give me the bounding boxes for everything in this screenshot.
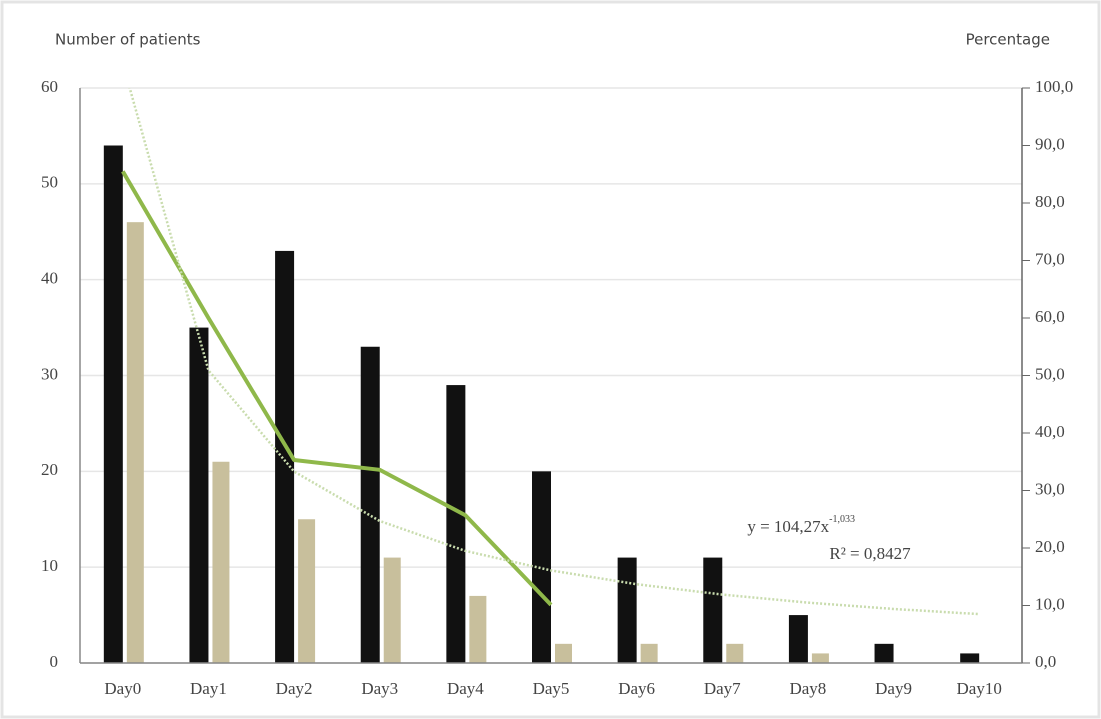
y-axis-label: Number of patients: [55, 31, 201, 49]
bar: [532, 471, 551, 663]
y-tick-label: 60: [41, 77, 58, 96]
y-tick-label: 0: [50, 652, 59, 671]
y-tick-label: 50: [41, 173, 58, 192]
bar: [726, 643, 744, 663]
bar: [874, 643, 894, 663]
y-tick-label: 20: [41, 460, 58, 479]
bar: [703, 557, 723, 663]
bar: [788, 615, 808, 663]
trend-equation: y = 104,27x-1,033: [747, 514, 855, 536]
bar: [617, 557, 637, 663]
y2-tick-label: 70,0: [1035, 249, 1065, 268]
y2-tick-label: 10,0: [1035, 594, 1065, 613]
x-tick-label: Day8: [789, 679, 826, 698]
x-tick-label: Day4: [447, 679, 484, 698]
y2-tick-label: 60,0: [1035, 307, 1065, 326]
line: [121, 170, 553, 607]
equation: y = 104,27x: [747, 517, 829, 536]
bar: [126, 222, 144, 663]
y2-tick-label: 20,0: [1035, 537, 1065, 556]
x-tick-label: Day7: [704, 679, 741, 698]
x-tick-label: Day3: [361, 679, 398, 698]
y2-tick-label: 0,0: [1035, 652, 1056, 671]
x-tick-label: Day9: [875, 679, 912, 698]
bar: [960, 653, 980, 663]
exponent: -1,033: [829, 514, 855, 525]
y-tick-label: 10: [41, 556, 58, 575]
x-tick-label: Day5: [533, 679, 570, 698]
trend-line: [128, 88, 980, 616]
bar: [360, 346, 380, 663]
x-tick-label: Day1: [190, 679, 227, 698]
bar: [103, 145, 123, 663]
y2-tick-label: 80,0: [1035, 192, 1065, 211]
bar: [811, 653, 829, 663]
y2-tick-label: 40,0: [1035, 422, 1065, 441]
r-squared: R² = 0,8427: [829, 544, 911, 563]
bar: [469, 595, 487, 663]
bar: [446, 385, 466, 663]
bar: [298, 519, 316, 663]
y-tick-label: 40: [41, 269, 58, 288]
y2-tick-label: 50,0: [1035, 364, 1065, 383]
y2-tick-label: 30,0: [1035, 479, 1065, 498]
y2-tick-label: 90,0: [1035, 134, 1065, 153]
bar: [383, 557, 401, 663]
bar: [189, 327, 209, 663]
bar: [640, 643, 658, 663]
bar: [275, 250, 295, 663]
bar: [212, 461, 230, 663]
x-tick-label: Day6: [618, 679, 655, 698]
x-tick-label: Day10: [957, 679, 1002, 698]
bar: [555, 643, 572, 663]
y2-tick-label: 100,0: [1035, 77, 1073, 96]
marks: [103, 88, 980, 663]
x-tick-label: Day2: [276, 679, 313, 698]
x-tick-label: Day0: [104, 679, 141, 698]
y-tick-label: 30: [41, 364, 58, 383]
y2-axis-label: Percentage: [966, 31, 1050, 49]
